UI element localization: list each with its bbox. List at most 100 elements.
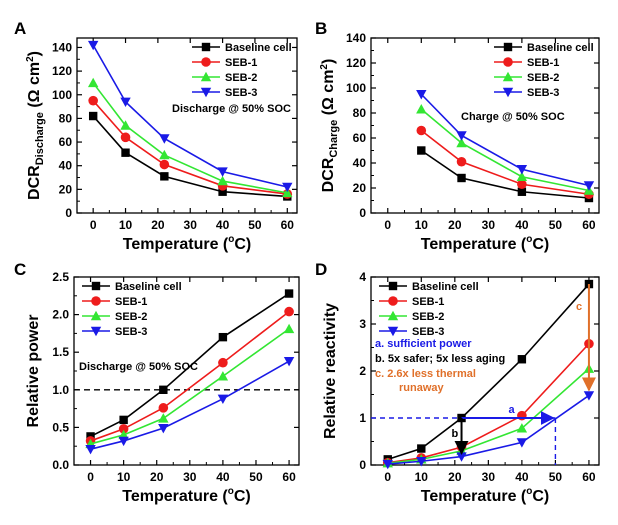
data-point xyxy=(159,159,170,170)
x-tick-label: 40 xyxy=(515,470,529,484)
y-tick-label: 0 xyxy=(65,206,72,220)
legend-marker xyxy=(90,310,102,321)
y-axis-label: Relative power xyxy=(25,315,42,428)
y-tick-label: 1.0 xyxy=(52,383,69,397)
data-point xyxy=(416,125,427,136)
x-tick-label: 0 xyxy=(384,470,391,484)
data-point xyxy=(119,415,128,425)
x-tick-label: 40 xyxy=(216,218,230,232)
x-tick-label: 60 xyxy=(582,218,596,232)
panel-letter: B xyxy=(315,19,327,38)
legend-marker xyxy=(502,71,514,82)
legend-label: SEB-1 xyxy=(412,296,444,308)
legend-label: SEB-3 xyxy=(412,326,444,338)
legend-label: SEB-1 xyxy=(225,57,257,69)
legend-marker xyxy=(388,281,398,291)
y-tick-label: 20 xyxy=(353,181,367,195)
data-point xyxy=(87,40,99,51)
data-point xyxy=(517,187,527,196)
legend-marker xyxy=(91,296,101,306)
y-tick-label: 100 xyxy=(346,81,366,95)
data-point xyxy=(118,436,129,447)
panel-b: B 0 10 20 30 40 50 60 0 20 40 60 80 100 120 140 Temperat… xyxy=(315,19,600,253)
legend-marker xyxy=(502,87,514,98)
panel-d: D 0 10 20 30 40 50 60 0 1 2 3 4 Temperature (oC) Relat… xyxy=(315,260,600,505)
y-tick-label: 80 xyxy=(353,106,367,120)
y-tick-label: 40 xyxy=(59,159,73,173)
legend-label: Baseline cell xyxy=(412,281,479,293)
annotation-text: Discharge @ 50% SOC xyxy=(79,361,198,373)
data-point xyxy=(158,423,169,434)
legend-marker xyxy=(91,281,101,291)
y-tick-label: 120 xyxy=(52,64,72,78)
x-tick-label: 60 xyxy=(582,470,596,484)
plot-frame xyxy=(76,37,298,214)
data-point xyxy=(456,156,467,167)
y-tick-label: 1 xyxy=(359,411,366,425)
legend-label: SEB-2 xyxy=(412,311,444,323)
data-point xyxy=(517,355,527,364)
data-point xyxy=(217,371,229,381)
note-text: a. sufficient power xyxy=(375,338,472,350)
x-tick-label: 0 xyxy=(87,470,94,484)
legend-label: Baseline cell xyxy=(527,42,594,54)
legend-marker xyxy=(201,42,211,52)
data-point xyxy=(120,132,131,143)
legend-label: SEB-3 xyxy=(527,87,559,99)
legend-label: SEB-2 xyxy=(115,311,147,323)
data-point xyxy=(417,444,426,453)
x-tick-label: 60 xyxy=(282,470,296,484)
y-tick-label: 120 xyxy=(346,56,366,70)
y-axis-label: DCRDischarge (Ω cm2) xyxy=(25,51,46,200)
data-point xyxy=(120,97,131,108)
y-tick-label: 100 xyxy=(52,88,72,102)
legend-marker xyxy=(201,57,211,67)
x-axis-label: Temperature (oC) xyxy=(421,234,550,253)
series-line-0 xyxy=(420,149,590,199)
x-tick-label: 20 xyxy=(150,470,164,484)
x-tick-label: 10 xyxy=(117,470,131,484)
arrow-label-a: a xyxy=(508,404,515,416)
legend-label: SEB-1 xyxy=(115,296,147,308)
x-tick-label: 60 xyxy=(281,218,295,232)
x-tick-label: 50 xyxy=(549,470,563,484)
y-axis-label: Relative reactivity xyxy=(322,303,339,439)
data-point xyxy=(85,445,96,455)
x-tick-label: 30 xyxy=(482,470,496,484)
data-point xyxy=(583,391,595,401)
x-tick-label: 40 xyxy=(515,218,529,232)
panel-letter: D xyxy=(315,260,327,279)
data-point xyxy=(160,172,169,181)
x-tick-label: 30 xyxy=(183,470,197,484)
data-point xyxy=(121,148,130,157)
data-point xyxy=(282,182,293,193)
data-point xyxy=(517,410,527,421)
data-point xyxy=(456,131,467,141)
data-point xyxy=(417,146,426,155)
series-line-2 xyxy=(420,108,590,192)
y-tick-label: 140 xyxy=(346,31,366,45)
y-tick-label: 2.0 xyxy=(52,308,69,322)
series-line-3 xyxy=(92,44,288,188)
data-point xyxy=(88,95,98,106)
legend-marker xyxy=(503,57,513,67)
data-point xyxy=(217,167,228,177)
data-point xyxy=(158,403,169,413)
series-line-1 xyxy=(420,129,590,196)
legend-marker xyxy=(388,296,398,306)
data-point xyxy=(282,187,293,198)
annotation-text: Charge @ 50% SOC xyxy=(461,111,565,123)
legend-marker xyxy=(200,71,212,82)
y-axis-label: DCRCharge (Ω cm2) xyxy=(319,59,340,193)
legend-marker xyxy=(90,326,102,337)
x-tick-label: 0 xyxy=(90,218,97,232)
data-point xyxy=(517,179,527,190)
data-point xyxy=(217,394,229,405)
panel-a: A 0 10 20 30 40 50 60 0 20 40 60 80 100 120 140 Temperat… xyxy=(14,19,298,253)
data-point xyxy=(382,459,393,470)
data-point xyxy=(516,165,528,175)
data-point xyxy=(516,438,528,448)
note-text: runaway xyxy=(399,382,445,394)
x-axis-label: Temperature (oC) xyxy=(123,234,252,253)
x-tick-label: 20 xyxy=(448,470,462,484)
